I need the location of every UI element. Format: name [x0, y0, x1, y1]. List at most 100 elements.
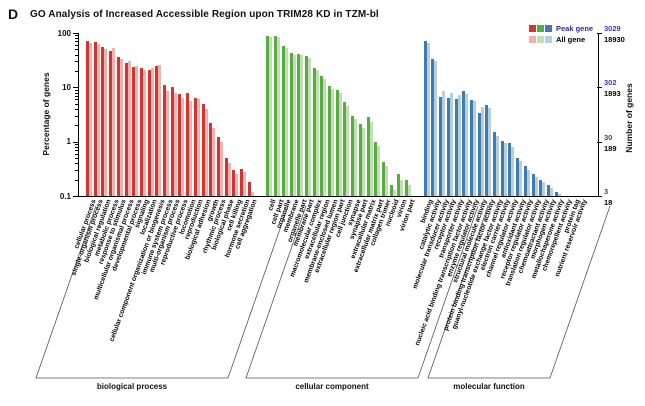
bar-all-gene	[300, 55, 304, 196]
bar-peak-gene	[201, 103, 205, 196]
bar-peak-gene	[554, 191, 558, 196]
bar-peak-gene	[247, 182, 251, 196]
peak-gene-green-swatch-icon	[537, 25, 544, 32]
y-axis-major-tick	[73, 141, 78, 143]
bar-peak-gene	[343, 102, 347, 196]
right-axis-tick	[597, 196, 602, 197]
bar-peak-gene	[101, 47, 105, 196]
chart-title: GO Analysis of Increased Accessible Regi…	[30, 9, 379, 20]
right-axis-all-count: 1893	[604, 89, 621, 99]
bar-all-gene	[119, 59, 123, 196]
bar-all-gene	[307, 57, 311, 196]
bar-peak-gene	[86, 41, 89, 196]
y-axis-minor-tick	[75, 108, 78, 110]
bar-all-gene	[377, 145, 381, 196]
bar-peak-gene	[358, 124, 362, 196]
bar-all-gene	[219, 141, 223, 196]
right-axis-all-count: 18930	[604, 35, 625, 44]
y-axis-minor-tick	[75, 125, 78, 127]
bar-peak-gene	[546, 184, 550, 196]
y-axis-tick-label: 100	[57, 28, 71, 38]
right-axis-peak-count: 302	[604, 78, 617, 88]
bar-all-gene	[449, 93, 453, 196]
legend-row-all-gene: All gene	[529, 35, 593, 44]
bar-peak-gene	[216, 137, 220, 196]
bar-all-gene	[480, 106, 484, 196]
bar-all-gene	[400, 179, 404, 196]
y-axis-tick-label: 10	[62, 82, 71, 92]
bar-peak-gene	[381, 162, 385, 196]
y-axis-minor-tick	[75, 92, 78, 94]
bar-peak-gene	[304, 55, 308, 196]
right-axis-tick	[597, 87, 602, 89]
bar-all-gene	[384, 166, 388, 196]
bar-peak-gene	[281, 46, 285, 196]
group-label-molecular-function: molecular function	[453, 382, 525, 391]
legend-row-peak-gene: Peak gene	[529, 24, 593, 33]
bar-peak-gene	[423, 40, 427, 196]
legend-peak-gene-label: Peak gene	[556, 24, 594, 33]
bar-all-gene	[503, 142, 507, 196]
bar-peak-gene	[523, 165, 527, 196]
y-axis-minor-tick	[75, 49, 78, 51]
bar-peak-gene	[297, 53, 301, 196]
y-axis-minor-tick	[75, 115, 78, 117]
bar-all-gene	[315, 69, 319, 196]
bar-peak-gene	[335, 89, 339, 196]
bar-all-gene	[89, 42, 92, 196]
bar-all-gene	[408, 184, 411, 196]
bar-all-gene	[166, 91, 169, 196]
bar-peak-gene	[374, 141, 378, 196]
bar-all-gene	[250, 191, 254, 196]
y-axis-minor-tick	[75, 95, 78, 97]
bar-all-gene	[526, 170, 530, 196]
bar-peak-gene	[124, 63, 128, 196]
right-axis-all-count: 18	[604, 198, 613, 207]
bar-all-gene	[227, 163, 231, 196]
bar-peak-gene	[170, 87, 174, 196]
y-axis-minor-tick	[75, 41, 78, 43]
bar-all-gene	[158, 64, 162, 196]
y-axis-minor-tick	[75, 146, 78, 148]
bar-peak-gene	[93, 41, 97, 196]
bar-peak-gene	[320, 76, 324, 196]
bar-peak-gene	[462, 91, 466, 196]
term-labels-layer: cellular process single-organism process b…	[71, 197, 597, 387]
bar-all-gene	[457, 95, 461, 196]
bar-peak-gene	[351, 115, 355, 196]
y-axis-major-tick	[73, 33, 78, 34]
bar-peak-gene	[405, 179, 408, 196]
bar-all-gene	[392, 189, 396, 196]
bar-peak-gene	[116, 56, 120, 196]
bar-peak-gene	[389, 184, 393, 196]
bar-all-gene	[519, 160, 523, 196]
bar-peak-gene	[477, 112, 481, 196]
bar-all-gene	[338, 92, 342, 196]
y-axis-minor-tick	[75, 70, 78, 72]
group-label-biological-process: biological process	[96, 382, 168, 391]
bar-peak-gene	[240, 168, 243, 196]
y-axis-minor-tick	[75, 158, 78, 160]
bar-all-gene	[361, 127, 365, 196]
bar-peak-gene	[266, 35, 270, 196]
y-axis-minor-tick	[75, 144, 78, 146]
bar-all-gene	[323, 79, 327, 196]
group-label-cellular-component: cellular component	[295, 382, 369, 391]
bar-all-gene	[331, 88, 334, 196]
bar-peak-gene	[469, 100, 473, 196]
bar-all-gene	[369, 122, 373, 196]
bar-peak-gene	[328, 86, 331, 196]
bar-peak-gene	[508, 142, 512, 196]
bar-all-gene	[511, 146, 515, 196]
bar-all-gene	[557, 193, 561, 196]
bar-peak-gene	[493, 132, 496, 196]
bar-all-gene	[442, 90, 446, 196]
y-axis-tick-label: 1	[66, 137, 71, 147]
y-axis-right-title: Number of genes	[624, 83, 634, 153]
bar-peak-gene	[178, 94, 182, 196]
all-gene-green-swatch-icon	[537, 36, 544, 43]
bar-all-gene	[104, 49, 108, 196]
y-axis-minor-tick	[75, 54, 78, 56]
bar-peak-gene	[431, 59, 435, 196]
